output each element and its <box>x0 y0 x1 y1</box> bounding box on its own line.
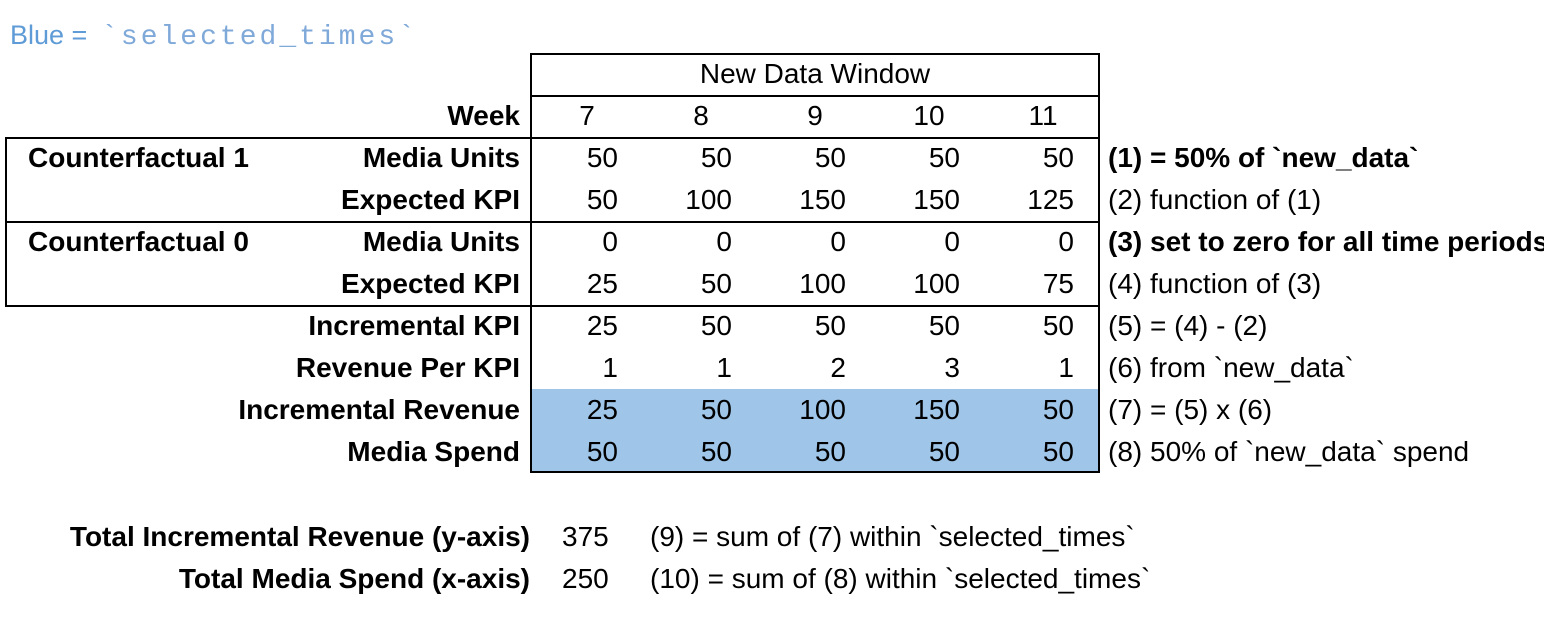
table-line-below-header <box>530 95 1100 97</box>
data-cell: 50 <box>1042 436 1074 467</box>
total-incremental-revenue-label: Total Incremental Revenue (y-axis) <box>69 521 530 552</box>
data-cell: 0 <box>716 226 732 257</box>
data-cell: 50 <box>814 310 846 341</box>
data-cell: 75 <box>1042 268 1074 299</box>
group-label-counterfactual-1: Counterfactual 1 <box>28 142 249 173</box>
data-cell: 100 <box>913 268 960 299</box>
table-row: 50 100 150 150 125 <box>530 179 1100 221</box>
data-cell: 50 <box>586 142 618 173</box>
data-cell: 25 <box>586 268 618 299</box>
data-cell: 50 <box>1042 310 1074 341</box>
table-row: 1 1 2 3 1 <box>530 347 1100 389</box>
data-cell: 50 <box>814 142 846 173</box>
data-cell: 50 <box>1042 394 1074 425</box>
row-annotation: (4) function of (3) <box>1108 268 1322 299</box>
data-cell: 100 <box>799 394 846 425</box>
data-cell: 50 <box>928 310 960 341</box>
table-border-top <box>530 53 1100 55</box>
row-annotation: (8) 50% of `new_data` spend <box>1108 436 1470 467</box>
row-annotation: (7) = (5) x (6) <box>1108 394 1273 425</box>
data-cell: 50 <box>700 394 732 425</box>
table-row: 25 50 50 50 50 <box>530 305 1100 347</box>
row-label: Expected KPI <box>341 184 520 215</box>
data-cell: 50 <box>928 142 960 173</box>
data-cell: 2 <box>830 352 846 383</box>
week-header-row: 7 8 9 10 11 <box>530 95 1100 137</box>
table-row-highlighted: 50 50 50 50 50 <box>530 431 1100 473</box>
data-cell: 25 <box>586 394 618 425</box>
table-row: 25 50 100 100 75 <box>530 263 1100 305</box>
data-cell: 1 <box>602 352 618 383</box>
week-header-cell: 9 <box>807 100 823 131</box>
data-cell: 50 <box>700 142 732 173</box>
data-cell: 125 <box>1027 184 1074 215</box>
legend-note: Blue = `selected_times` <box>10 18 418 53</box>
data-cell: 1 <box>716 352 732 383</box>
data-cell: 50 <box>700 310 732 341</box>
data-cell: 50 <box>700 436 732 467</box>
data-cell: 150 <box>913 184 960 215</box>
row-label: Incremental KPI <box>308 310 520 341</box>
week-row-label: Week <box>447 100 520 131</box>
row-label: Revenue Per KPI <box>295 352 520 383</box>
table-border-left <box>530 53 532 473</box>
data-cell: 150 <box>799 184 846 215</box>
data-cell: 0 <box>944 226 960 257</box>
group-box-left-border <box>5 137 7 307</box>
data-cell: 1 <box>1058 352 1074 383</box>
table-border-bottom <box>530 471 1100 473</box>
week-header-cell: 10 <box>913 100 945 131</box>
week-header-cell: 7 <box>579 100 595 131</box>
row-label: Media Spend <box>347 436 520 467</box>
data-cell: 100 <box>799 268 846 299</box>
table-row: 0 0 0 0 0 <box>530 221 1100 263</box>
row-label: Media Units <box>362 226 520 257</box>
data-cell: 25 <box>586 310 618 341</box>
week-header-cell: 8 <box>693 100 709 131</box>
legend-note-code: `selected_times` <box>101 22 418 53</box>
row-label: Incremental Revenue <box>238 394 520 425</box>
table-row: 50 50 50 50 50 <box>530 137 1100 179</box>
legend-note-label: Blue = <box>10 20 88 50</box>
data-cell: 150 <box>913 394 960 425</box>
week-header-cell: 11 <box>1028 100 1058 131</box>
table-line-between-groups <box>5 221 1100 223</box>
table-line-below-week <box>5 137 1100 139</box>
total-media-spend-label: Total Media Spend (x-axis) <box>178 563 530 594</box>
group-label-counterfactual-0: Counterfactual 0 <box>28 226 249 257</box>
total-incremental-revenue-annotation: (9) = sum of (7) within `selected_times` <box>650 521 1135 552</box>
table-header-new-data-window: New Data Window <box>699 58 931 89</box>
data-cell: 3 <box>944 352 960 383</box>
row-label: Expected KPI <box>341 268 520 299</box>
data-cell: 0 <box>830 226 846 257</box>
data-cell: 50 <box>586 436 618 467</box>
row-annotation: (2) function of (1) <box>1108 184 1322 215</box>
data-cell: 50 <box>928 436 960 467</box>
row-annotation: (5) = (4) - (2) <box>1108 310 1268 341</box>
data-cell: 100 <box>685 184 732 215</box>
data-cell: 50 <box>1042 142 1074 173</box>
row-annotation: (6) from `new_data` <box>1108 352 1354 383</box>
data-cell: 50 <box>586 184 618 215</box>
row-annotation: (3) set to zero for all time periods <box>1108 226 1544 257</box>
table-row-highlighted: 25 50 100 150 50 <box>530 389 1100 431</box>
total-incremental-revenue-value: 375 <box>562 521 609 552</box>
row-label: Media Units <box>362 142 520 173</box>
data-cell: 50 <box>814 436 846 467</box>
data-cell: 0 <box>1058 226 1074 257</box>
data-cell: 50 <box>700 268 732 299</box>
table-border-right <box>1098 53 1100 473</box>
total-media-spend-annotation: (10) = sum of (8) within `selected_times… <box>650 563 1151 594</box>
table-line-below-group0 <box>5 305 1100 307</box>
total-media-spend-value: 250 <box>562 563 609 594</box>
data-cell: 0 <box>602 226 618 257</box>
row-annotation: (1) = 50% of `new_data` <box>1108 142 1419 173</box>
selected-times-highlight <box>532 389 1098 471</box>
